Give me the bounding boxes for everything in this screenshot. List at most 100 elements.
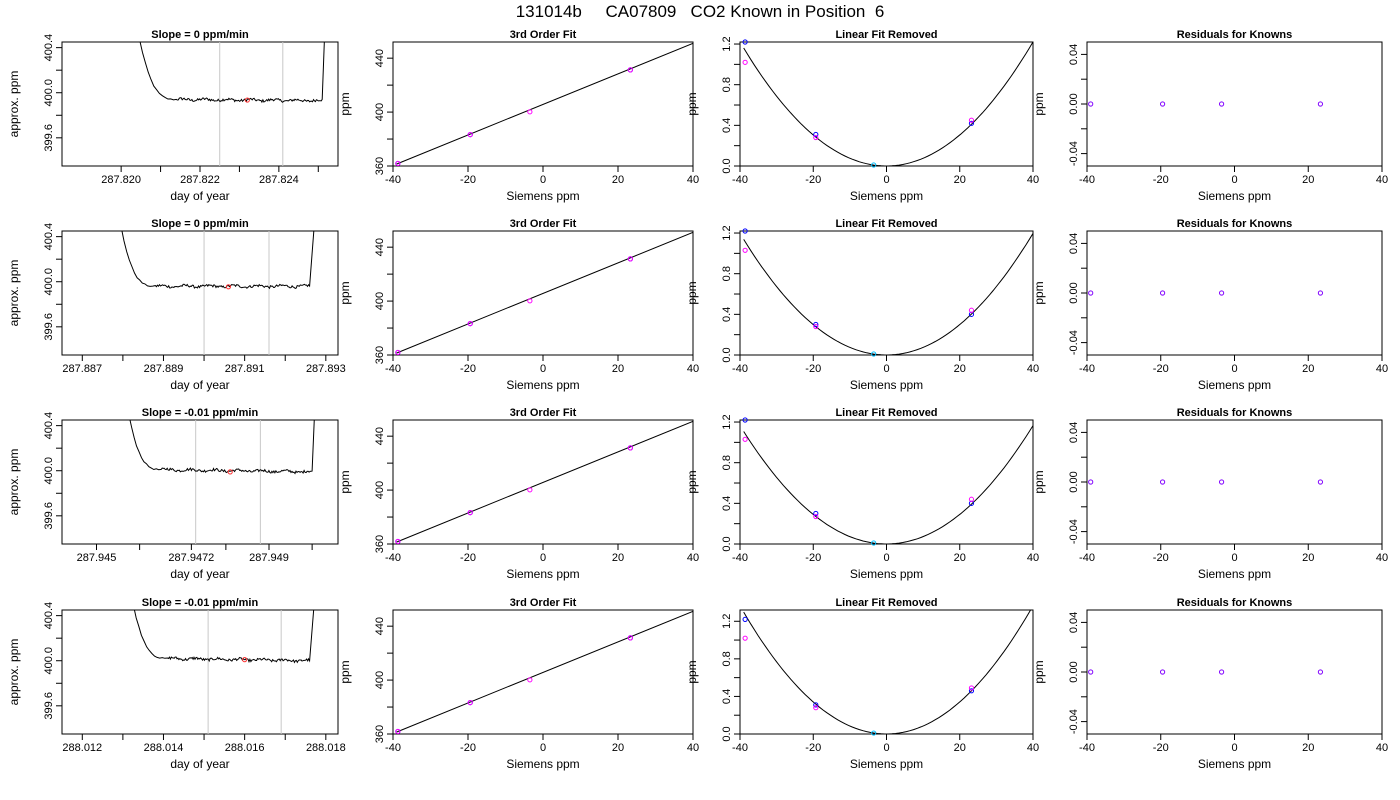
x-axis-label: Siemens ppm bbox=[506, 567, 579, 581]
x-axis-label: Siemens ppm bbox=[506, 189, 579, 203]
data-point bbox=[1317, 101, 1324, 107]
data-point bbox=[467, 320, 473, 327]
y-tick-label: 440 bbox=[374, 617, 386, 635]
y-tick-label: 440 bbox=[374, 238, 386, 256]
y-tick-label: 360 bbox=[374, 157, 386, 175]
x-tick-label: -40 bbox=[732, 552, 748, 564]
x-tick-label: -40 bbox=[385, 363, 401, 375]
y-tick-label: 0.8 bbox=[721, 77, 733, 92]
y-tick-label: 400 bbox=[374, 671, 386, 689]
y-tick-label: 0.4 bbox=[721, 496, 733, 511]
x-axis-label: Siemens ppm bbox=[850, 189, 923, 203]
data-point bbox=[627, 256, 633, 262]
y-tick-label: 440 bbox=[374, 427, 386, 445]
x-tick-label: 20 bbox=[612, 363, 624, 375]
data-point bbox=[395, 160, 401, 167]
data-area bbox=[743, 425, 1033, 544]
y-tick-label: 0.00 bbox=[1068, 661, 1080, 682]
x-tick-label: 20 bbox=[954, 552, 966, 564]
data-point bbox=[742, 635, 748, 641]
concentration-trace bbox=[129, 420, 315, 475]
x-tick-label: 0 bbox=[1231, 363, 1237, 375]
panel-title: Linear Fit Removed bbox=[835, 597, 937, 609]
x-tick-label: 20 bbox=[1302, 552, 1314, 564]
y-tick-label: 360 bbox=[374, 725, 386, 743]
y-tick-label: 0.8 bbox=[721, 455, 733, 470]
y-tick-label: 399.6 bbox=[43, 313, 55, 341]
x-axis-label: day of year bbox=[170, 757, 229, 771]
data-point bbox=[742, 228, 748, 234]
data-point bbox=[813, 702, 819, 708]
y-axis-label: ppm bbox=[338, 660, 352, 683]
x-tick-label: 40 bbox=[1027, 742, 1039, 754]
plot-frame bbox=[1086, 419, 1383, 545]
x-tick-label: 20 bbox=[1302, 742, 1314, 754]
quadratic-curve bbox=[743, 610, 1032, 734]
y-tick-label: -0.04 bbox=[1068, 141, 1080, 166]
data-area bbox=[743, 610, 1032, 734]
x-tick-label: 20 bbox=[1302, 174, 1314, 186]
data-point bbox=[742, 417, 748, 423]
x-tick-label: -20 bbox=[460, 174, 476, 186]
data-point bbox=[1317, 669, 1324, 675]
x-tick-label: 0 bbox=[883, 174, 889, 186]
data-point bbox=[742, 59, 748, 65]
panel-title: 3rd Order Fit bbox=[510, 218, 577, 230]
x-tick-label: 40 bbox=[1376, 552, 1388, 564]
x-tick-label: 287.891 bbox=[225, 363, 265, 375]
x-tick-label: 288.014 bbox=[144, 742, 184, 754]
x-axis-label: Siemens ppm bbox=[850, 757, 923, 771]
x-tick-label: 287.945 bbox=[77, 552, 117, 564]
data-point bbox=[813, 131, 819, 138]
y-axis-label: ppm bbox=[1032, 92, 1046, 115]
data-point bbox=[242, 657, 248, 663]
panel-title: 3rd Order Fit bbox=[510, 597, 577, 609]
x-tick-label: 0 bbox=[1231, 552, 1237, 564]
data-point bbox=[1218, 669, 1225, 675]
data-point bbox=[1159, 290, 1166, 296]
x-tick-label: 40 bbox=[687, 552, 699, 564]
panel-title: Linear Fit Removed bbox=[835, 218, 937, 230]
x-tick-label: 0 bbox=[1231, 742, 1237, 754]
x-axis-label: Siemens ppm bbox=[506, 757, 579, 771]
concentration-trace bbox=[121, 231, 315, 290]
data-point bbox=[627, 445, 633, 451]
x-axis-label: Siemens ppm bbox=[1198, 757, 1271, 771]
x-tick-label: -20 bbox=[460, 742, 476, 754]
data-point bbox=[813, 510, 819, 517]
data-area bbox=[743, 233, 1033, 355]
x-tick-label: 287.820 bbox=[101, 174, 141, 186]
data-area bbox=[121, 231, 315, 355]
x-tick-label: -20 bbox=[805, 363, 821, 375]
fit-line bbox=[396, 231, 693, 354]
y-axis-label: ppm bbox=[1032, 470, 1046, 493]
panel-title: Residuals for Knowns bbox=[1177, 597, 1293, 609]
data-area bbox=[396, 42, 693, 165]
y-tick-label: 0.00 bbox=[1068, 471, 1080, 492]
y-axis-label: approx. ppm bbox=[7, 449, 21, 516]
data-area bbox=[139, 42, 325, 166]
y-tick-label: 399.6 bbox=[43, 692, 55, 720]
y-tick-label: 0.00 bbox=[1068, 282, 1080, 303]
data-point bbox=[1218, 101, 1225, 107]
panel-timeseries-row3: Slope = -0.01 ppm/min day of year approx. … bbox=[7, 407, 339, 581]
panel-title: 3rd Order Fit bbox=[510, 29, 577, 41]
panel-linear_removed-row2: Linear Fit Removed Siemens ppm ppm -40 -20 0 2… bbox=[685, 218, 1039, 392]
data-point bbox=[871, 162, 877, 168]
y-tick-label: 400.0 bbox=[43, 457, 55, 485]
data-point bbox=[1088, 479, 1094, 485]
y-tick-label: 400.0 bbox=[43, 268, 55, 296]
x-tick-label: 20 bbox=[954, 742, 966, 754]
x-tick-label: -40 bbox=[732, 742, 748, 754]
data-point bbox=[244, 97, 250, 103]
x-tick-label: 0 bbox=[540, 552, 546, 564]
x-axis-label: day of year bbox=[170, 378, 229, 392]
data-point bbox=[467, 699, 473, 706]
x-tick-label: -40 bbox=[385, 174, 401, 186]
data-area bbox=[129, 420, 315, 544]
y-tick-label: 1.2 bbox=[721, 414, 733, 429]
data-point bbox=[395, 728, 401, 735]
x-tick-label: 287.889 bbox=[144, 363, 184, 375]
data-area bbox=[396, 231, 693, 354]
x-tick-label: 20 bbox=[954, 363, 966, 375]
